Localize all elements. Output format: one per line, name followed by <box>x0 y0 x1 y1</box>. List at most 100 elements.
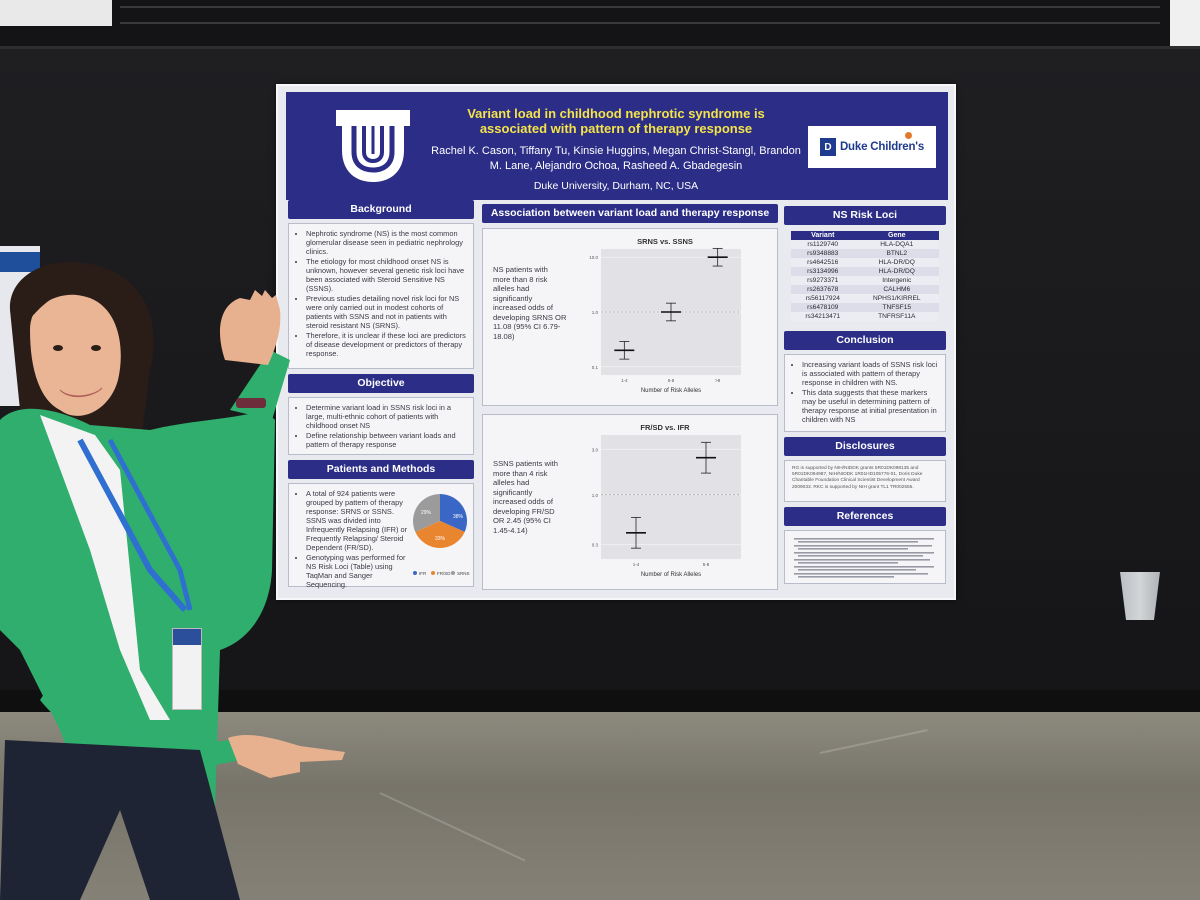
table-row: rs34213471 TNFRSF11A <box>791 312 939 321</box>
disclosures-heading: Disclosures <box>784 437 946 456</box>
y-tick-label: 0.1 <box>592 365 599 370</box>
partner-logo-text: Duke Children's <box>839 141 925 153</box>
table-cell: BTNL2 <box>854 249 939 258</box>
table-cell: CALHM6 <box>854 285 939 294</box>
duke-shield-icon <box>336 110 410 182</box>
chart-panel-frsd: SSNS patients with more than 4 risk alle… <box>482 414 778 590</box>
x-axis-label: Number of Risk Alleles <box>641 572 701 578</box>
floor-crack <box>819 729 928 754</box>
right-column: NS Risk Loci Variant Gene rs1129740 HLA-D… <box>784 206 946 584</box>
patients-heading: Patients and Methods <box>288 460 474 479</box>
loci-heading: NS Risk Loci <box>784 206 946 225</box>
ceiling-truss <box>120 22 1160 24</box>
list-item: Therefore, it is unclear if these loci a… <box>306 331 466 358</box>
x-tick-label: 1-4 <box>621 378 628 383</box>
x-tick-label: 1-4 <box>633 562 640 567</box>
objective-list: Determine variant load in SSNS risk loci… <box>296 403 466 449</box>
pie-slice-ifr <box>440 494 467 532</box>
poster: Variant load in childhood nephrotic synd… <box>276 84 956 600</box>
presenter-illustration <box>0 262 345 900</box>
partner-dot-icon <box>905 132 912 139</box>
table-cell: TNFRSF11A <box>854 312 939 321</box>
conclusion-list: Increasing variant loads of SSNS risk lo… <box>792 360 938 424</box>
x-tick-label: >8 <box>715 378 721 383</box>
table-cell: rs3134996 <box>791 267 855 276</box>
list-item: Define relationship between variant load… <box>306 431 466 449</box>
duke-mark-icon: D <box>819 138 836 156</box>
table-header: Gene <box>854 231 939 240</box>
loci-table: Variant Gene rs1129740 HLA-DQA1 rs9348883 B… <box>791 231 939 321</box>
table-cell: TNFSF15 <box>854 303 939 312</box>
references-box <box>784 530 946 584</box>
pie-legend-entry: SRNS <box>457 571 470 576</box>
y-tick-label: 10.0 <box>589 255 598 260</box>
y-tick-label: 3.0 <box>592 447 599 452</box>
table-header: Variant <box>791 231 855 240</box>
x-tick-label: 5-8 <box>703 562 710 567</box>
table-cell: rs2637678 <box>791 285 855 294</box>
table-cell: HLA-DR/DQ <box>854 258 939 267</box>
table-cell: HLA-DQA1 <box>854 240 939 249</box>
background-box: Nephrotic syndrome (NS) is the most comm… <box>288 223 474 369</box>
background-heading: Background <box>288 200 474 219</box>
floor-crack <box>379 792 526 862</box>
list-item: Increasing variant loads of SSNS risk lo… <box>802 360 938 387</box>
table-row: rs2637678 CALHM6 <box>791 285 939 294</box>
poster-authors: Rachel K. Cason, Tiffany Tu, Kinsie Hugg… <box>431 145 801 172</box>
references-heading: References <box>784 507 946 526</box>
table-cell: rs4642516 <box>791 258 855 267</box>
poster-header: Variant load in childhood nephrotic synd… <box>286 92 948 200</box>
references-text-lines <box>794 538 934 578</box>
chart1-description: NS patients with more than 8 risk allele… <box>493 265 567 341</box>
conclusion-box: Increasing variant loads of SSNS risk lo… <box>784 354 946 432</box>
x-axis-label: Number of Risk Alleles <box>641 388 701 394</box>
table-cell: HLA-DR/DQ <box>854 267 939 276</box>
list-item: Genotyping was performed for NS Risk Loc… <box>306 553 408 589</box>
table-row: rs9348883 BTNL2 <box>791 249 939 258</box>
table-cell: rs9273371 <box>791 276 855 285</box>
partner-logo: D Duke Children's <box>808 126 936 168</box>
table-cell: rs34213471 <box>791 312 855 321</box>
chart-panel-srns: NS patients with more than 8 risk allele… <box>482 228 778 406</box>
table-row: rs56117924 NPHS1/KIRREL <box>791 294 939 303</box>
pie-slice-frsd <box>415 521 465 548</box>
table-row: rs4642516 HLA-DR/DQ <box>791 258 939 267</box>
disclosures-text: RG is supported by NIH/NIDDK grants 5R01… <box>784 460 946 502</box>
list-item: Determine variant load in SSNS risk loci… <box>306 403 466 430</box>
chart-title: FR/SD vs. IFR <box>640 423 690 432</box>
poster-title: Variant load in childhood nephrotic synd… <box>467 106 765 136</box>
chart-srns: SRNS vs. SSNS 0.1 1.0 10.0 1-4 5-8 >8 Number of… <box>589 237 741 394</box>
x-tick-label: 5-8 <box>668 378 675 383</box>
association-heading: Association between variant load and the… <box>482 204 778 223</box>
pie-legend-entry: IFR <box>419 571 427 576</box>
objective-box: Determine variant load in SSNS risk loci… <box>288 397 474 455</box>
table-row: rs9273371 Intergenic <box>791 276 939 285</box>
table-cell: Intergenic <box>854 276 939 285</box>
pie-chart: 38% 33% 29% IFR FR/SD SRNS <box>413 494 470 576</box>
table-cell: rs1129740 <box>791 240 855 249</box>
y-tick-label: 0.3 <box>592 543 599 548</box>
patients-box: A total of 924 patients were grouped by … <box>288 483 474 589</box>
name-badge <box>172 628 202 710</box>
pie-label: 38% <box>453 514 464 520</box>
middle-column: Association between variant load and the… <box>482 204 778 594</box>
list-item: This data suggests that these markers ma… <box>802 388 938 424</box>
table-row: rs6478109 TNFSF15 <box>791 303 939 312</box>
ceiling <box>0 0 1200 48</box>
list-item: Nephrotic syndrome (NS) is the most comm… <box>306 229 466 256</box>
board-frame <box>0 690 1200 712</box>
y-tick-label: 1.0 <box>592 310 599 315</box>
list-item: A total of 924 patients were grouped by … <box>306 489 408 552</box>
list-item: Previous studies detailing novel risk lo… <box>306 294 466 330</box>
list-item: The etiology for most childhood onset NS… <box>306 257 466 293</box>
pie-label: 33% <box>435 536 446 542</box>
poster-affiliation: Duke University, Durham, NC, USA <box>533 180 699 192</box>
conclusion-heading: Conclusion <box>784 331 946 350</box>
objective-heading: Objective <box>288 374 474 393</box>
overhead-sign <box>0 0 112 26</box>
chart2-description: SSNS patients with more than 4 risk alle… <box>493 459 558 535</box>
table-cell: rs9348883 <box>791 249 855 258</box>
y-tick-label: 1.0 <box>592 493 599 498</box>
chart-title: SRNS vs. SSNS <box>637 237 693 246</box>
